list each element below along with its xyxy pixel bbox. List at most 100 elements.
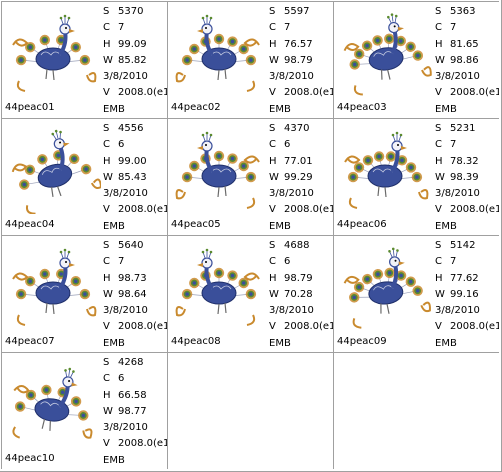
stat-label: W [269,54,279,66]
stat-value: 98.79 [284,54,313,66]
stat-value: 7 [450,22,457,34]
peacock-embroidery-icon [171,5,267,97]
version-value: V 2008.0(e1 [269,319,333,335]
peacock-embroidery-icon [337,239,433,331]
design-filename: 44peac01 [5,102,55,113]
stitch-count: S 5597 [269,4,333,20]
stat-label: W [103,405,113,417]
design-tile-44peac05[interactable]: 44peac05 S 4370 C 6 H 77.01 W 99.29 3/8/2010 V 2008… [167,118,333,235]
file-type: EMB [103,220,125,232]
design-tile-44peac02[interactable]: 44peac02 S 5597 C 7 H 76.57 W 98.79 3/8/2010 V 2008… [167,1,333,118]
stat-label: S [103,357,110,368]
height-value: H 81.65 [435,37,499,53]
stat-label: C [269,256,276,268]
design-filename: 44peac03 [337,102,387,113]
height-value: H 77.62 [435,271,499,287]
stat-label: H [435,272,443,284]
file-type: EMB [103,337,125,349]
file-type: EMB [269,337,291,349]
stat-label: S [269,6,276,17]
stat-label: V [269,321,276,333]
design-filename: 44peac08 [171,336,221,347]
stat-label: H [103,389,111,401]
design-tile-44peac06[interactable]: 44peac06 S 5231 C 7 H 78.32 W 98.39 3/8/2010 V 2008… [333,118,499,235]
peacock-embroidery-icon [171,239,267,331]
design-tile-44peac09[interactable]: 44peac09 S 5142 C 7 H 77.62 W 99.16 3/8/2010 V 2008… [333,235,499,352]
file-type: EMB [435,337,457,349]
design-filename: 44peac02 [171,102,221,113]
stat-label: C [435,256,442,268]
stat-value: 99.29 [284,171,313,183]
stat-label: S [435,6,442,17]
file-type: EMB [269,103,291,115]
stat-label: H [103,155,111,167]
width-value: W 99.29 [269,170,333,186]
stat-value: 98.39 [450,171,479,183]
stat-label: V [103,87,110,99]
design-tile-44peac08[interactable]: 44peac08 S 4688 C 6 H 98.79 W 70.28 3/8/2010 V 2008… [167,235,333,352]
width-value: W 99.16 [435,287,499,303]
design-tile-44peac03[interactable]: 44peac03 S 5363 C 7 H 81.65 W 98.86 3/8/2010 V 2008… [333,1,499,118]
version-value: V 2008.0(e1 [435,319,499,335]
stat-value: 2008.0(e1 [118,87,167,99]
design-tile-44peac01[interactable]: 44peac01 S 5370 C 7 H 99.09 W 85.82 3/8/2010 V 2008… [1,1,167,118]
design-stats: S 4268 C 6 H 66.58 W 98.77 3/8/2010 V 2008.0(e1 EMB [103,355,167,469]
date-value: 3/8/2010 [103,71,148,83]
version-value: V 2008.0(e1 [435,202,499,218]
width-value: W 98.39 [435,170,499,186]
design-stats: S 5370 C 7 H 99.09 W 85.82 3/8/2010 V 2008.0(e1 EMB [103,4,167,118]
stitch-count: S 4688 [269,238,333,254]
date-value: 3/8/2010 [435,188,480,200]
width-value: W 98.79 [269,53,333,69]
stat-label: S [103,240,110,251]
design-tile-44peac07[interactable]: 44peac07 S 5640 C 7 H 98.73 W 98.64 3/8/2010 V 2008… [1,235,167,352]
stat-value: 2008.0(e1 [118,438,167,450]
stat-value: 81.65 [450,38,479,50]
stat-label: V [103,438,110,450]
stat-label: C [103,373,110,385]
stat-label: S [269,240,276,251]
file-type: EMB [269,220,291,232]
width-value: W 70.28 [269,287,333,303]
design-stats: S 5597 C 7 H 76.57 W 98.79 3/8/2010 V 2008.0(e1 EMB [269,4,333,118]
stat-label: V [103,204,110,216]
stat-label: C [435,139,442,151]
stat-value: 5231 [450,123,476,134]
design-stats: S 4370 C 6 H 77.01 W 99.29 3/8/2010 V 2008.0(e1 EMB [269,121,333,235]
design-tile-44peac10[interactable]: 44peac10 S 4268 C 6 H 66.58 W 98.77 3/8/2010 V 2008… [1,352,167,469]
stat-label: W [103,288,113,300]
stat-value: 98.86 [450,54,479,66]
design-tile-44peac04[interactable]: 44peac04 S 4556 C 6 H 99.00 W 85.43 3/8/2010 V 2008… [1,118,167,235]
peacock-embroidery-icon [337,122,433,214]
height-value: H 77.01 [269,154,333,170]
empty-grid-cell [333,352,499,469]
stat-value: 7 [450,139,457,151]
stat-label: W [435,54,445,66]
date-value: 3/8/2010 [269,188,314,200]
stat-label: V [435,321,442,333]
stat-value: 6 [118,373,125,385]
stat-value: 4556 [118,123,144,134]
version-value: V 2008.0(e1 [269,85,333,101]
width-value: W 98.77 [103,404,167,420]
stat-label: V [435,87,442,99]
stitch-count: S 5142 [435,238,499,254]
stat-value: 6 [118,139,125,151]
height-value: H 98.79 [269,271,333,287]
design-stats: S 5640 C 7 H 98.73 W 98.64 3/8/2010 V 2008.0(e1 EMB [103,238,167,352]
version-value: V 2008.0(e1 [103,202,167,218]
stat-value: 76.57 [284,38,313,50]
stat-label: C [103,22,110,34]
version-value: V 2008.0(e1 [269,202,333,218]
stat-value: 2008.0(e1 [450,321,499,333]
design-filename: 44peac06 [337,219,387,230]
